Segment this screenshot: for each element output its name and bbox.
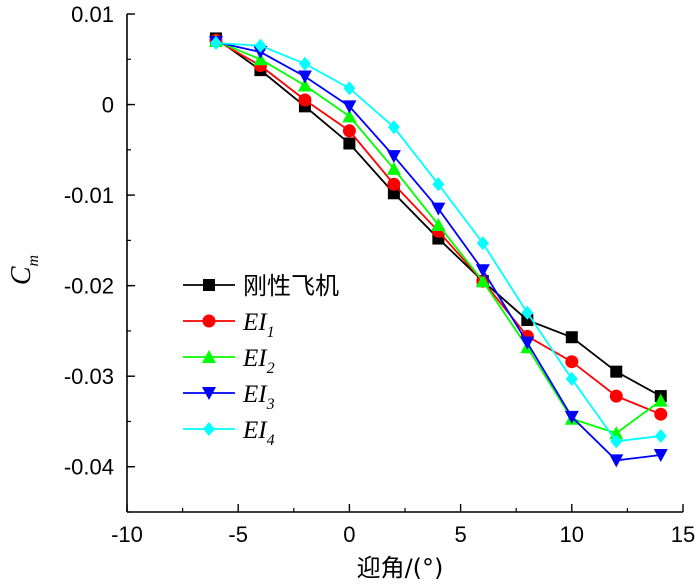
data-point bbox=[387, 177, 401, 191]
data-point bbox=[565, 355, 579, 369]
data-point bbox=[609, 454, 624, 468]
data-point bbox=[254, 38, 267, 53]
data-point bbox=[521, 305, 534, 320]
legend-label: EI3 bbox=[242, 381, 275, 413]
x-tick-label: -5 bbox=[228, 522, 248, 547]
legend-marker bbox=[202, 387, 216, 400]
data-point bbox=[475, 274, 490, 288]
legend-item: EI3 bbox=[183, 381, 275, 413]
y-axis-title-main: C bbox=[6, 266, 37, 285]
x-tick-label: 0 bbox=[343, 522, 355, 547]
data-point bbox=[431, 202, 446, 216]
series-line bbox=[215, 41, 661, 462]
x-tick-label: 15 bbox=[671, 522, 695, 547]
legend-label-sub: 2 bbox=[267, 360, 275, 377]
data-point bbox=[386, 161, 401, 175]
data-point bbox=[565, 371, 578, 386]
data-point bbox=[565, 331, 578, 344]
data-point bbox=[653, 448, 668, 462]
data-point bbox=[343, 137, 356, 150]
data-point bbox=[297, 78, 312, 92]
legend-label-main: EI bbox=[242, 417, 268, 444]
legend-label-sub: 1 bbox=[267, 324, 275, 341]
legend-marker bbox=[203, 422, 215, 436]
data-point bbox=[342, 100, 357, 114]
data-point bbox=[298, 56, 311, 71]
data-point bbox=[654, 407, 668, 421]
data-point bbox=[342, 124, 356, 138]
data-point bbox=[610, 434, 623, 449]
data-point bbox=[653, 393, 668, 407]
data-point bbox=[387, 120, 400, 135]
axes: -10 -5 0 5 10 15 0.01 0 -0.01 -0.02 -0.03 -0.04 bbox=[64, 2, 695, 547]
data-point bbox=[343, 81, 356, 96]
y-tick-label: -0.04 bbox=[64, 455, 114, 480]
legend-label-main: 刚性飞机 bbox=[243, 272, 339, 300]
data-point bbox=[609, 389, 623, 403]
legend-item: EI1 bbox=[183, 309, 275, 341]
axis-labels: 迎角/(°) Cm bbox=[6, 255, 443, 582]
legend-item: EI2 bbox=[183, 345, 275, 377]
data-point bbox=[209, 35, 222, 50]
legend-label-main: EI bbox=[242, 381, 268, 408]
legend-label-sub: 4 bbox=[267, 432, 275, 449]
data-point bbox=[610, 365, 623, 378]
series-0 bbox=[209, 32, 667, 403]
data-point bbox=[297, 70, 312, 84]
legend-marker bbox=[203, 279, 215, 291]
series-layer bbox=[208, 32, 668, 468]
data-point bbox=[387, 187, 400, 200]
data-point bbox=[431, 217, 446, 231]
y-axis-title-sub: m bbox=[25, 255, 42, 267]
legend-item: EI4 bbox=[183, 417, 275, 449]
y-axis-title: Cm bbox=[6, 255, 42, 285]
y-tick-label: 0 bbox=[102, 93, 114, 118]
legend-label: EI1 bbox=[242, 309, 275, 341]
legend-label-main: EI bbox=[242, 345, 268, 372]
series-line bbox=[215, 37, 662, 397]
x-tick-label: 10 bbox=[560, 522, 584, 547]
legend-marker bbox=[202, 314, 216, 328]
legend-label: EI2 bbox=[242, 345, 275, 377]
legend-marker bbox=[202, 350, 216, 363]
legend-label-main: EI bbox=[242, 309, 268, 336]
series-4 bbox=[209, 35, 667, 449]
legend-item: 刚性飞机 bbox=[183, 272, 339, 300]
data-point bbox=[475, 264, 490, 278]
data-point bbox=[564, 410, 579, 424]
data-point bbox=[654, 428, 667, 443]
legend-label: EI4 bbox=[242, 417, 275, 449]
y-tick-label: -0.03 bbox=[64, 364, 114, 389]
x-axis-title: 迎角/(°) bbox=[357, 554, 444, 582]
data-point bbox=[342, 109, 357, 123]
y-tick-label: -0.02 bbox=[64, 274, 114, 299]
data-point bbox=[476, 236, 489, 251]
data-point bbox=[386, 150, 401, 164]
x-tick-label: 5 bbox=[454, 522, 466, 547]
x-tick-label: -10 bbox=[111, 522, 143, 547]
y-tick-label: 0.01 bbox=[71, 2, 114, 27]
y-tick-label: -0.01 bbox=[64, 183, 114, 208]
legend-label-sub: 3 bbox=[266, 396, 275, 413]
series-3 bbox=[208, 36, 668, 468]
data-point bbox=[432, 177, 445, 192]
data-point bbox=[520, 336, 535, 350]
legend-label: 刚性飞机 bbox=[243, 272, 339, 300]
data-point bbox=[298, 93, 312, 107]
